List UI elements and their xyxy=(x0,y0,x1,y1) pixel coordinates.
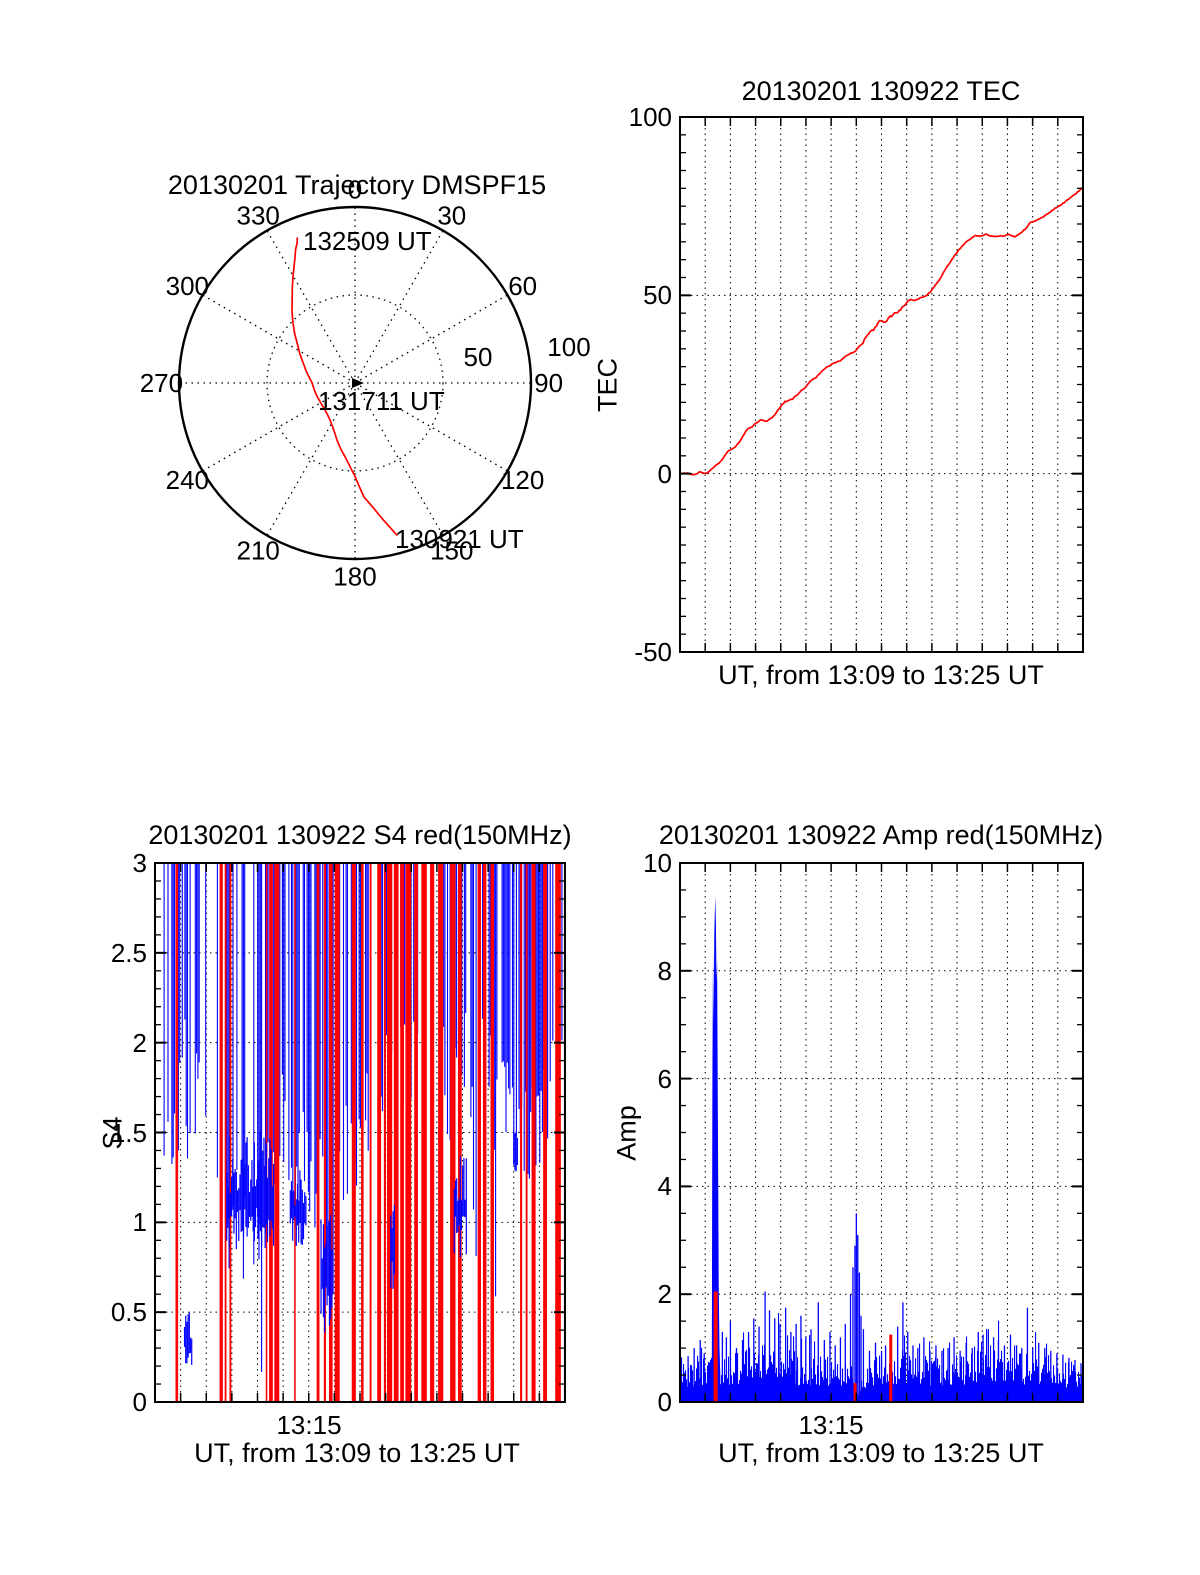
trajectory-center-marker-icon xyxy=(352,378,364,388)
azimuth-tick-label: 60 xyxy=(508,271,537,301)
s4-y-tick-label: 3 xyxy=(132,848,147,878)
azimuth-tick-label: 90 xyxy=(534,368,563,398)
tec-series-line xyxy=(679,187,1083,476)
amp-red-spike xyxy=(853,1383,857,1402)
radial-tick-label: 100 xyxy=(547,332,590,362)
s4-title: 20130201 130922 S4 red(150MHz) xyxy=(148,820,572,850)
amp-y-tick-label: 2 xyxy=(657,1279,672,1310)
azimuth-tick-label: 0 xyxy=(348,174,362,204)
azimuth-tick-label: 150 xyxy=(430,536,473,566)
trajectory-track-line xyxy=(291,237,398,537)
amp-event-spike xyxy=(711,895,721,1402)
azimuth-tick-label: 330 xyxy=(237,200,280,230)
azimuth-tick-label: 30 xyxy=(437,200,466,230)
azimuth-tick-label: 120 xyxy=(501,465,544,495)
s4-y-tick-label: 2 xyxy=(132,1027,147,1058)
tec-y-axis-label: TEC xyxy=(592,358,623,412)
s4-y-tick-label: 1.5 xyxy=(110,1117,147,1148)
amp-x-axis-label: UT, from 13:09 to 13:25 UT xyxy=(718,1438,1044,1468)
amp-title: 20130201 130922 Amp red(150MHz) xyxy=(658,820,1104,850)
azimuth-tick-label: 270 xyxy=(140,368,183,398)
tec-y-tick-label: 100 xyxy=(628,102,672,132)
tec-y-tick-label: 0 xyxy=(657,458,672,489)
trajectory-time-annotation: 130921 UT xyxy=(395,524,524,554)
amp-y-tick-label: 8 xyxy=(657,955,672,986)
s4-plot xyxy=(154,862,566,1403)
s4-y-tick-label: 2.5 xyxy=(110,937,147,968)
tec-y-tick-label: 50 xyxy=(643,280,672,311)
azimuth-tick-label: 210 xyxy=(237,536,280,566)
amp-y-tick-label: 0 xyxy=(657,1387,672,1417)
trajectory-title: 20130201 Trajectory DMSPF15 xyxy=(167,170,547,200)
trajectory-time-annotation: 132509 UT xyxy=(303,226,432,256)
amp-y-tick-label: 4 xyxy=(657,1171,672,1202)
trajectory-time-annotation: 131711 UT xyxy=(318,386,445,416)
s4-x-tick-label: 13:15 xyxy=(276,1410,342,1440)
radial-tick-label: 50 xyxy=(464,342,493,372)
amp-y-tick-label: 10 xyxy=(643,848,672,878)
azimuth-tick-label: 240 xyxy=(166,465,209,495)
tec-plot xyxy=(679,116,1084,653)
amp-red-spike xyxy=(713,1291,718,1402)
amp-y-tick-label: 6 xyxy=(657,1063,672,1094)
amp-y-axis-label: Amp xyxy=(611,1105,642,1161)
amp-red-spike xyxy=(889,1334,893,1402)
azimuth-tick-label: 180 xyxy=(333,562,376,592)
azimuth-tick-label: 300 xyxy=(166,271,209,301)
s4-y-tick-label: 0 xyxy=(132,1387,147,1417)
amp-plot xyxy=(679,862,1084,1403)
trajectory-plot: 0 30 60 90 120 150 180 210 240 270 300 330 50 100 xyxy=(140,174,591,591)
s4-x-axis-label: UT, from 13:09 to 13:25 UT xyxy=(194,1438,520,1468)
tec-y-tick-label: -50 xyxy=(634,637,672,667)
amp-x-tick-label: 13:15 xyxy=(798,1410,864,1440)
s4-y-tick-label: 1 xyxy=(132,1207,147,1238)
tec-title: 20130201 130922 TEC xyxy=(741,76,1021,106)
s4-y-tick-label: 0.5 xyxy=(110,1297,147,1328)
tec-x-axis-label: UT, from 13:09 to 13:25 UT xyxy=(718,660,1044,690)
